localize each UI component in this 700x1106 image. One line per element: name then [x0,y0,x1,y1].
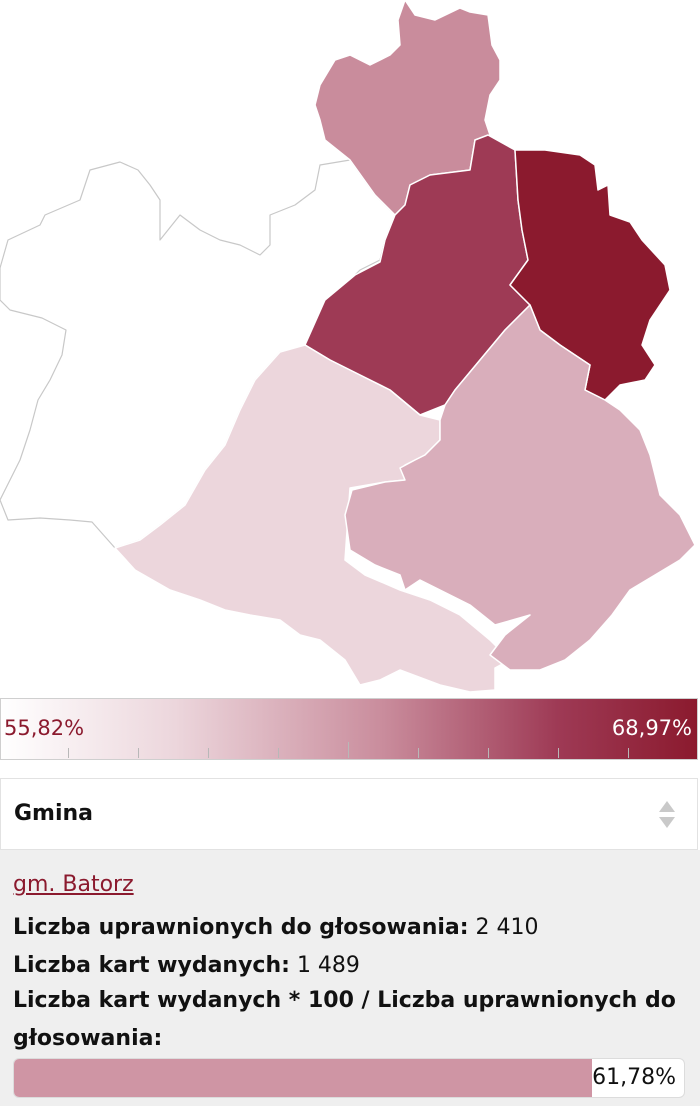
ratio-progress-fill [14,1059,592,1097]
sort-arrows-icon[interactable] [659,799,675,833]
legend-tick [348,742,349,758]
cards-row: Liczba kart wydanych: 1 489 [13,946,360,986]
legend-min-label: 55,82% [4,716,85,740]
cards-label: Liczba kart wydanych: [13,953,290,978]
legend-tick [278,748,279,758]
ratio-progress-bar: 61,78% [13,1058,685,1098]
legend-tick [488,748,489,758]
gmina-sort-header[interactable]: Gmina [0,778,698,850]
cards-value: 1 489 [296,953,360,978]
legend-tick [558,748,559,758]
legend-max-label: 68,97% [611,716,692,740]
legend-tick [418,748,419,758]
legend-tick [138,748,139,758]
ratio-label: Liczba kart wydanych * 100 / Liczba upra… [13,988,676,1051]
gmina-info-card: gm. Batorz Liczba uprawnionych do głosow… [0,850,700,1106]
legend-gradient-bar [0,698,698,760]
legend-tick [628,748,629,758]
eligible-value: 2 410 [475,915,539,940]
eligible-label: Liczba uprawnionych do głosowania: [13,915,469,940]
ratio-value: 61,78% [592,1065,676,1090]
eligible-row: Liczba uprawnionych do głosowania: 2 410 [13,908,539,948]
gmina-header-label: Gmina [14,801,94,826]
color-legend: 55,82% 68,97% [0,698,700,760]
details-panel: Gmina gm. Batorz Liczba uprawnionych do … [0,778,700,1106]
map[interactable] [0,0,700,695]
legend-tick [68,748,69,758]
ratio-progress-marker [596,1059,598,1097]
legend-tick [208,748,209,758]
map-region-southeast[interactable] [344,304,696,671]
gmina-link[interactable]: gm. Batorz [13,872,134,897]
